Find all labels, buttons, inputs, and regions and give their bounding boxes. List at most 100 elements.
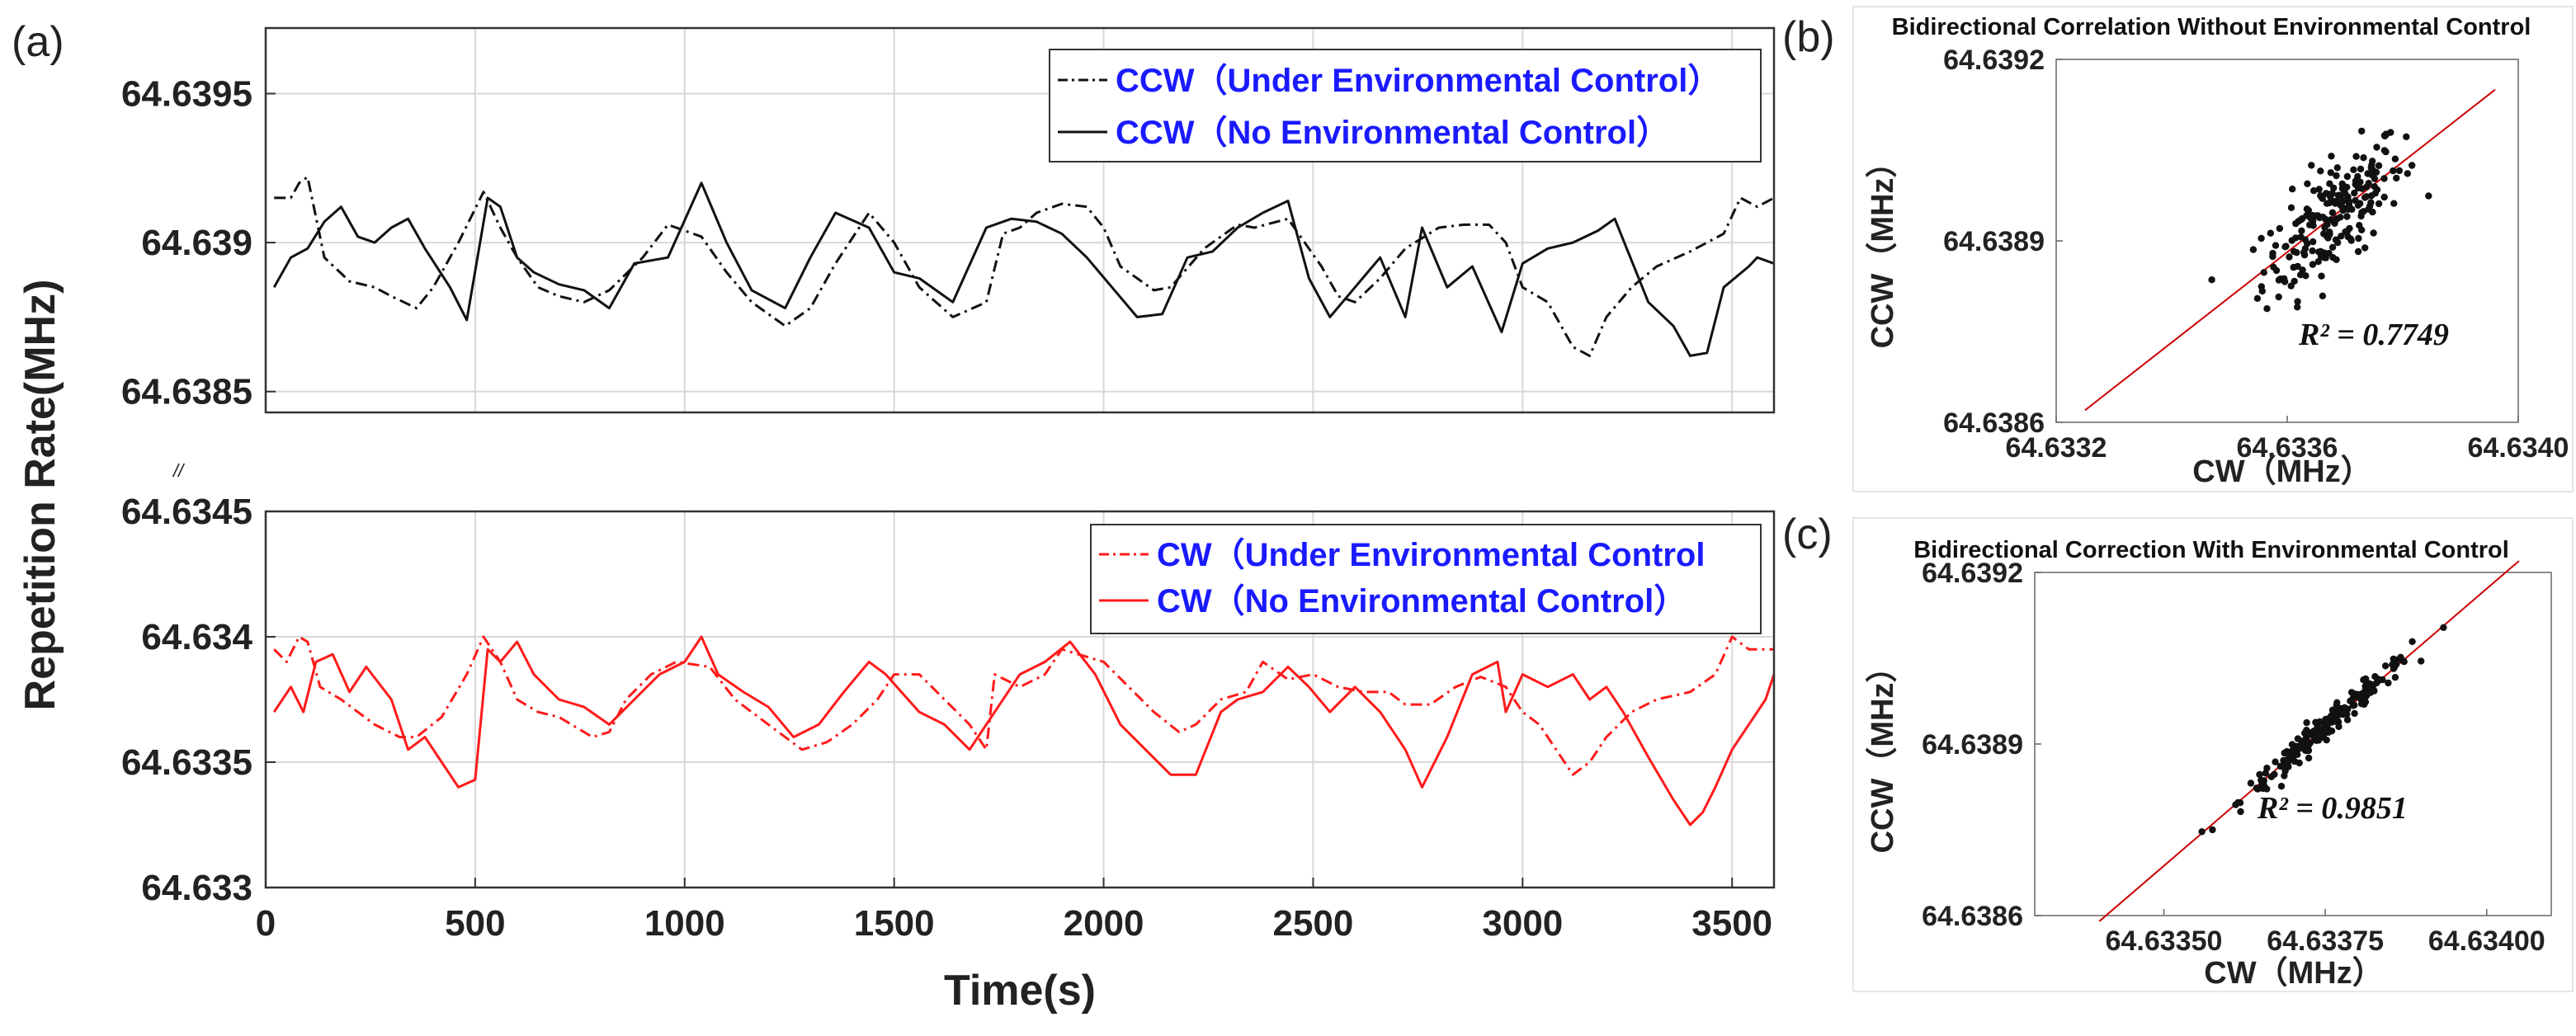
top-legend-box	[1049, 49, 1762, 162]
panel-c-r2: R² = 0.9851	[2257, 791, 2408, 826]
x-tick-label: 500	[445, 903, 505, 944]
y-tick-label: 64.639	[141, 223, 252, 263]
data-point	[2365, 180, 2372, 187]
data-point	[2318, 732, 2325, 740]
bottom-x-axis-label: Time(s)	[944, 967, 1096, 1015]
data-point	[2198, 828, 2206, 836]
data-point	[2249, 246, 2258, 253]
data-point	[2385, 679, 2392, 687]
x-tick-label: 1000	[644, 903, 725, 944]
data-point	[2347, 235, 2355, 243]
y-tick-label: 64.6345	[121, 492, 252, 532]
y-tick-label: 64.6392	[1922, 558, 2023, 589]
data-point	[2304, 180, 2311, 187]
bottom-plot-frame	[264, 510, 1776, 889]
panel-b-points	[2084, 88, 2496, 412]
data-point	[2322, 254, 2329, 261]
data-point	[2270, 263, 2277, 271]
data-point	[2286, 253, 2293, 261]
y-tick-label: 64.6392	[1943, 45, 2045, 76]
y-tick-label: 64.6389	[1922, 729, 2023, 761]
data-point	[2258, 776, 2265, 784]
x-tick-label: 64.6336	[2237, 432, 2338, 464]
panel-b-x-label: CW（MHz）	[2192, 454, 2371, 489]
series-line-controlled	[274, 176, 1775, 357]
data-point	[2375, 676, 2382, 683]
x-tick-label: 3500	[1691, 903, 1772, 944]
data-point	[2380, 132, 2389, 139]
data-point	[2328, 243, 2337, 251]
data-point	[2297, 233, 2305, 241]
data-point	[2283, 756, 2291, 764]
bottom-y-ticks: 64.633 64.6335 64.634 64.6345	[121, 492, 276, 908]
data-point	[2333, 172, 2340, 180]
data-point	[2361, 700, 2368, 709]
data-point	[2391, 674, 2399, 681]
data-point	[2272, 758, 2279, 765]
data-point	[2263, 305, 2271, 313]
data-point	[2208, 276, 2215, 284]
data-point	[2371, 175, 2379, 182]
data-point	[2343, 716, 2352, 723]
data-point	[2343, 213, 2351, 220]
data-point	[2354, 172, 2361, 181]
panel-label-a: (a)	[12, 18, 64, 66]
data-point	[2365, 688, 2373, 696]
panel-b-ticks: 64.6386 64.6389 64.6392 64.6332 64.6336 64.63…	[1943, 45, 2569, 464]
bottom-legend: CW（Under Environmental Control CW（No Env…	[1090, 524, 1762, 634]
panel-b-r2: R² = 0.7749	[2298, 318, 2449, 352]
data-point	[2288, 237, 2295, 244]
data-point	[2247, 779, 2255, 787]
y-tick-label: 64.6386	[1943, 407, 2045, 439]
data-point	[2317, 167, 2324, 175]
data-point	[2351, 709, 2358, 718]
data-point	[2340, 182, 2347, 191]
legend-label-ccw-controlled: CCW（Under Environmental Control）	[1116, 63, 1720, 99]
data-point	[2260, 269, 2267, 276]
data-point	[2318, 272, 2325, 280]
data-point	[2370, 229, 2377, 237]
data-point	[2337, 201, 2344, 209]
data-point	[2359, 693, 2367, 701]
data-point	[2317, 247, 2324, 256]
data-point	[2328, 209, 2337, 216]
y-tick-label: 64.6395	[121, 73, 252, 114]
panel-label-b: (b)	[1782, 13, 1835, 61]
data-point	[2294, 298, 2301, 305]
data-point	[2282, 243, 2290, 250]
top-legend: CCW（Under Environmental Control） CCW（No …	[1049, 49, 1762, 162]
series-line-uncontrolled	[272, 181, 1775, 357]
data-point	[2289, 186, 2296, 193]
panel-label-c: (c)	[1782, 511, 1833, 558]
data-point	[2315, 186, 2323, 193]
data-point	[2333, 164, 2341, 172]
data-point	[2358, 185, 2366, 192]
top-plot-frame	[264, 26, 1776, 414]
data-point	[2277, 783, 2286, 790]
data-point	[2267, 229, 2274, 237]
data-point	[2305, 754, 2313, 762]
data-point	[2298, 227, 2305, 234]
panel-b-plot-frame	[2055, 59, 2519, 423]
axis-break-mark: //	[172, 460, 185, 481]
data-point	[2258, 287, 2266, 295]
data-point	[2370, 681, 2377, 689]
cw-time-series-plot: 64.633 64.6335 64.634 64.6345 0 500 1000 1500 2…	[121, 492, 1776, 1015]
data-point	[2390, 167, 2397, 175]
data-point	[2333, 256, 2340, 263]
x-tick-label: 0	[256, 903, 276, 944]
data-point	[2334, 191, 2342, 199]
data-point	[2326, 230, 2333, 238]
ccw-time-series-plot: 64.6385 64.639 64.6395 CCW（Under Environme…	[121, 26, 1776, 414]
data-point	[2418, 657, 2425, 665]
data-point	[2332, 197, 2339, 205]
data-point	[2357, 165, 2365, 173]
data-point	[2308, 162, 2315, 169]
scatter-plot-c: Bidirectional Correction With Environmen…	[1852, 517, 2574, 992]
panel-b-title: Bidirectional Correlation Without Enviro…	[1892, 14, 2531, 40]
data-point	[2317, 192, 2324, 200]
y-tick-label: 64.6335	[121, 742, 252, 783]
data-point	[2312, 718, 2319, 726]
data-point	[2338, 233, 2345, 240]
y-tick-label: 64.634	[141, 617, 252, 657]
